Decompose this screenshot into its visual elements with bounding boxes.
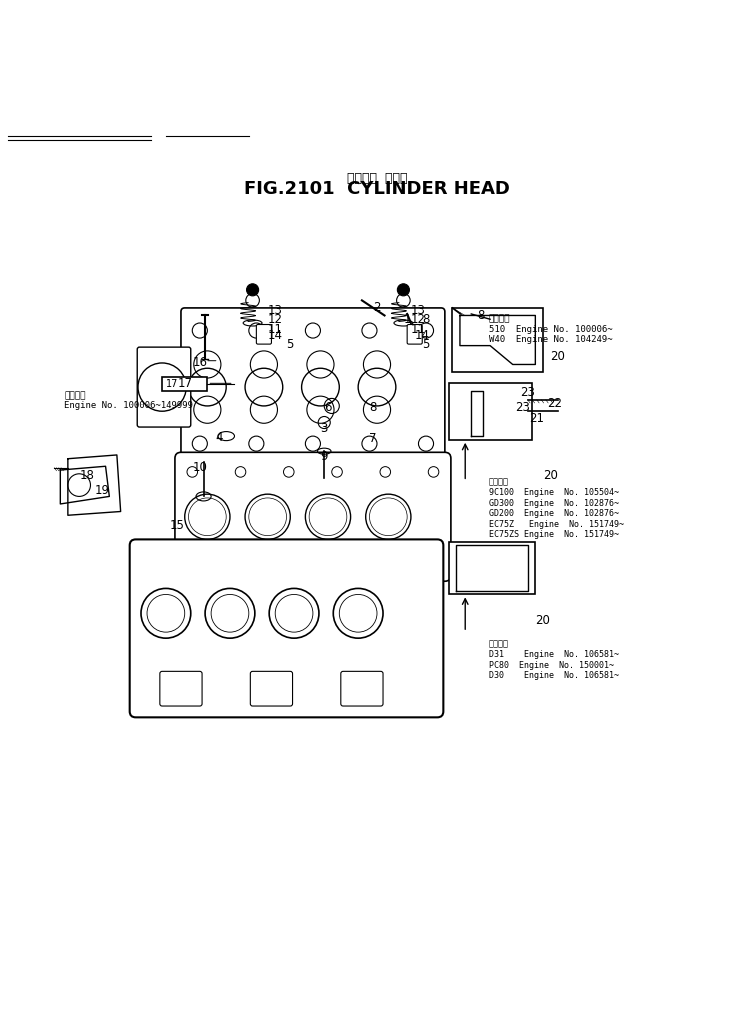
Text: 7: 7 — [369, 432, 377, 445]
Bar — [449, 541, 535, 594]
Bar — [449, 384, 532, 440]
Text: EC75Z   Engine  No. 151749~: EC75Z Engine No. 151749~ — [489, 520, 624, 529]
Text: 適用号機: 適用号機 — [489, 639, 509, 649]
Text: 12: 12 — [268, 313, 283, 326]
Text: 20: 20 — [543, 469, 558, 482]
Text: 適用号機: 適用号機 — [64, 391, 86, 400]
Text: 適用号機: 適用号機 — [489, 314, 510, 323]
FancyBboxPatch shape — [160, 671, 202, 706]
FancyBboxPatch shape — [137, 347, 191, 427]
Text: Engine No. 100006~149999: Engine No. 100006~149999 — [64, 401, 193, 410]
Text: FIG.2101  CYLINDER HEAD: FIG.2101 CYLINDER HEAD — [244, 180, 510, 197]
Text: シリンダ  ヘッド: シリンダ ヘッド — [347, 172, 407, 185]
Text: PC80  Engine  No. 150001~: PC80 Engine No. 150001~ — [489, 661, 614, 670]
Text: 3: 3 — [320, 422, 328, 435]
Text: GD200  Engine  No. 102876~: GD200 Engine No. 102876~ — [489, 509, 618, 519]
Text: D30    Engine  No. 106581~: D30 Engine No. 106581~ — [489, 671, 618, 680]
Polygon shape — [471, 391, 483, 436]
Text: 15: 15 — [170, 519, 185, 532]
FancyBboxPatch shape — [256, 324, 271, 344]
Text: 17: 17 — [166, 380, 178, 389]
Text: 23: 23 — [515, 401, 530, 414]
FancyBboxPatch shape — [341, 671, 383, 706]
Text: 20: 20 — [535, 615, 550, 627]
Text: 8: 8 — [369, 401, 377, 414]
Text: 18: 18 — [79, 469, 94, 482]
FancyBboxPatch shape — [175, 452, 451, 581]
Text: 23: 23 — [520, 386, 535, 399]
Text: 17: 17 — [177, 376, 192, 390]
Text: 2: 2 — [373, 302, 381, 314]
Text: 8: 8 — [477, 309, 485, 322]
Text: 4: 4 — [215, 431, 222, 444]
Text: D31    Engine  No. 106581~: D31 Engine No. 106581~ — [489, 651, 618, 659]
Text: 13: 13 — [268, 305, 283, 317]
Text: 21: 21 — [529, 412, 544, 426]
Text: 22: 22 — [547, 397, 562, 410]
Text: W40  Engine No. 104249~: W40 Engine No. 104249~ — [489, 336, 612, 344]
Circle shape — [397, 283, 409, 296]
Text: 適用号機: 適用号機 — [489, 478, 509, 487]
Text: 19: 19 — [94, 484, 109, 497]
FancyBboxPatch shape — [181, 308, 445, 466]
FancyBboxPatch shape — [407, 324, 422, 344]
Circle shape — [247, 283, 259, 296]
Bar — [162, 377, 207, 391]
Text: 14: 14 — [268, 329, 283, 343]
Text: 6: 6 — [324, 401, 332, 414]
Polygon shape — [456, 545, 528, 590]
Text: GD300  Engine  No. 102876~: GD300 Engine No. 102876~ — [489, 498, 618, 507]
Text: 8: 8 — [422, 313, 430, 325]
Bar — [452, 308, 543, 372]
Text: 1: 1 — [403, 313, 411, 325]
FancyBboxPatch shape — [250, 671, 293, 706]
Text: 5: 5 — [422, 338, 430, 351]
Text: 13: 13 — [411, 305, 426, 317]
Text: EC75ZS Engine  No. 151749~: EC75ZS Engine No. 151749~ — [489, 530, 618, 539]
Text: 5: 5 — [287, 338, 294, 351]
Text: 10: 10 — [192, 461, 207, 475]
Text: 9C100  Engine  No. 105504~: 9C100 Engine No. 105504~ — [489, 488, 618, 497]
Text: 510  Engine No. 100006~: 510 Engine No. 100006~ — [489, 324, 612, 333]
Text: 16: 16 — [192, 356, 207, 369]
Polygon shape — [460, 315, 535, 364]
FancyBboxPatch shape — [130, 539, 443, 717]
Text: 11: 11 — [411, 322, 426, 336]
Text: 9: 9 — [320, 450, 328, 463]
Text: 20: 20 — [550, 351, 566, 363]
Text: 11: 11 — [268, 322, 283, 336]
Text: 14: 14 — [415, 329, 430, 343]
Text: 12: 12 — [411, 313, 426, 326]
